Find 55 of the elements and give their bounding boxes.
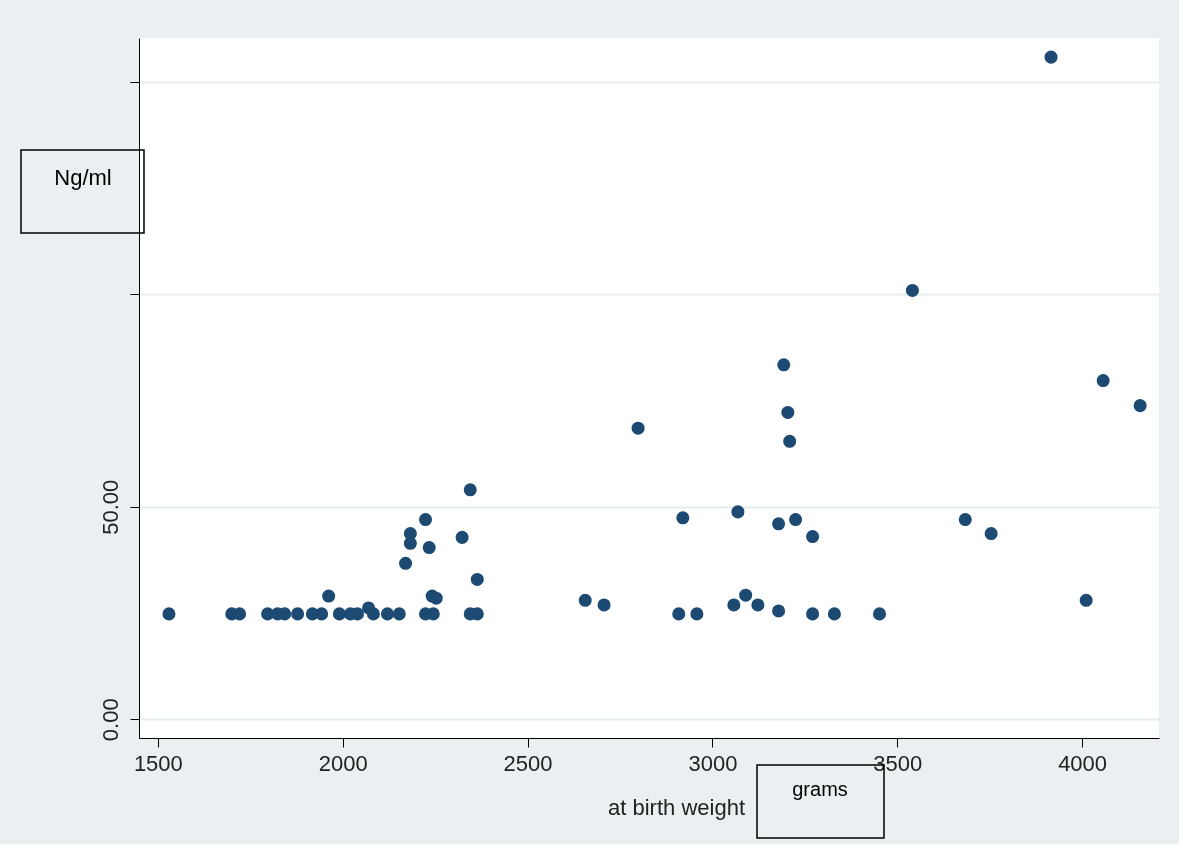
- x-axis-title: at birth weight: [608, 795, 745, 820]
- point: [315, 607, 329, 621]
- point: [772, 604, 786, 618]
- point: [380, 607, 394, 621]
- point: [958, 513, 972, 527]
- point: [399, 556, 413, 570]
- point: [403, 527, 417, 541]
- point: [162, 607, 176, 621]
- point: [739, 588, 753, 602]
- point: [291, 607, 305, 621]
- y-tick-label: 0.00: [97, 698, 123, 742]
- point: [783, 434, 797, 448]
- point: [366, 607, 380, 621]
- point: [731, 505, 745, 519]
- x-tick-label: 2000: [318, 750, 368, 776]
- x-tick-label: 3000: [688, 750, 738, 776]
- point: [578, 593, 592, 607]
- point: [789, 513, 803, 527]
- point: [429, 591, 443, 605]
- text: grams: [792, 778, 848, 800]
- y-axis-title: Ng/ml: [54, 165, 112, 190]
- point: [781, 405, 795, 419]
- point: [777, 358, 791, 372]
- x-tick-label: 1500: [133, 750, 183, 776]
- point: [984, 527, 998, 541]
- x-tick-label: 2500: [503, 750, 553, 776]
- point: [233, 607, 247, 621]
- point: [727, 598, 741, 612]
- point: [419, 513, 433, 527]
- point: [827, 607, 841, 621]
- y-tick-label: 50.00: [97, 479, 123, 535]
- point: [676, 511, 690, 525]
- point: [806, 530, 820, 544]
- point: [455, 530, 469, 544]
- point: [422, 541, 436, 555]
- point: [905, 283, 919, 297]
- point: [631, 421, 645, 435]
- x-tick-label: 4000: [1058, 750, 1108, 776]
- point: [672, 607, 686, 621]
- x-tick-label: 3500: [873, 750, 923, 776]
- point: [322, 589, 336, 603]
- point: [1096, 374, 1110, 388]
- point: [872, 607, 887, 621]
- point: [463, 483, 477, 497]
- point: [1079, 593, 1093, 607]
- point: [1133, 399, 1147, 413]
- point: [597, 598, 611, 612]
- point: [751, 598, 765, 612]
- point: [470, 572, 484, 586]
- point: [772, 517, 786, 531]
- point: [806, 607, 820, 621]
- point: [392, 607, 406, 621]
- point: [1044, 50, 1058, 64]
- point: [690, 607, 704, 621]
- point: [332, 607, 346, 621]
